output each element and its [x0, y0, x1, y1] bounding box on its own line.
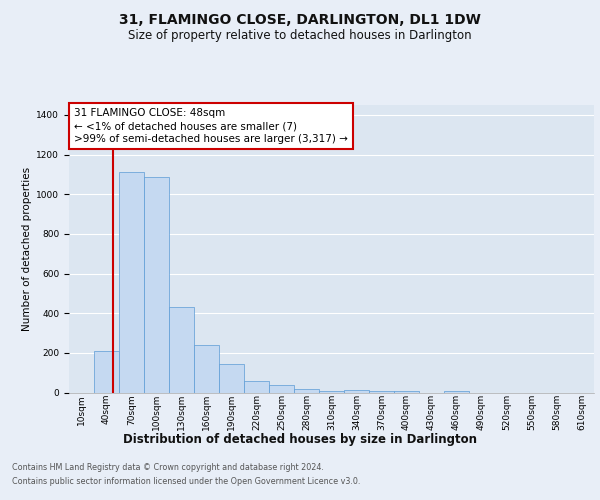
Text: Contains HM Land Registry data © Crown copyright and database right 2024.: Contains HM Land Registry data © Crown c… — [12, 464, 324, 472]
Bar — [394, 390, 419, 392]
Bar — [294, 389, 319, 392]
Text: 31, FLAMINGO CLOSE, DARLINGTON, DL1 1DW: 31, FLAMINGO CLOSE, DARLINGTON, DL1 1DW — [119, 12, 481, 26]
Bar — [194, 346, 219, 393]
Text: Contains public sector information licensed under the Open Government Licence v3: Contains public sector information licen… — [12, 477, 361, 486]
Bar — [269, 384, 294, 392]
Bar — [444, 391, 469, 392]
Bar — [369, 391, 394, 392]
Bar — [144, 178, 169, 392]
Text: Size of property relative to detached houses in Darlington: Size of property relative to detached ho… — [128, 28, 472, 42]
Bar — [244, 380, 269, 392]
Bar — [219, 364, 244, 392]
Text: Distribution of detached houses by size in Darlington: Distribution of detached houses by size … — [123, 432, 477, 446]
Text: 31 FLAMINGO CLOSE: 48sqm
← <1% of detached houses are smaller (7)
>99% of semi-d: 31 FLAMINGO CLOSE: 48sqm ← <1% of detach… — [74, 108, 348, 144]
Bar — [169, 307, 194, 392]
Y-axis label: Number of detached properties: Number of detached properties — [22, 166, 32, 331]
Bar — [119, 172, 144, 392]
Bar — [344, 390, 369, 392]
Bar — [319, 390, 344, 392]
Bar — [94, 351, 119, 393]
